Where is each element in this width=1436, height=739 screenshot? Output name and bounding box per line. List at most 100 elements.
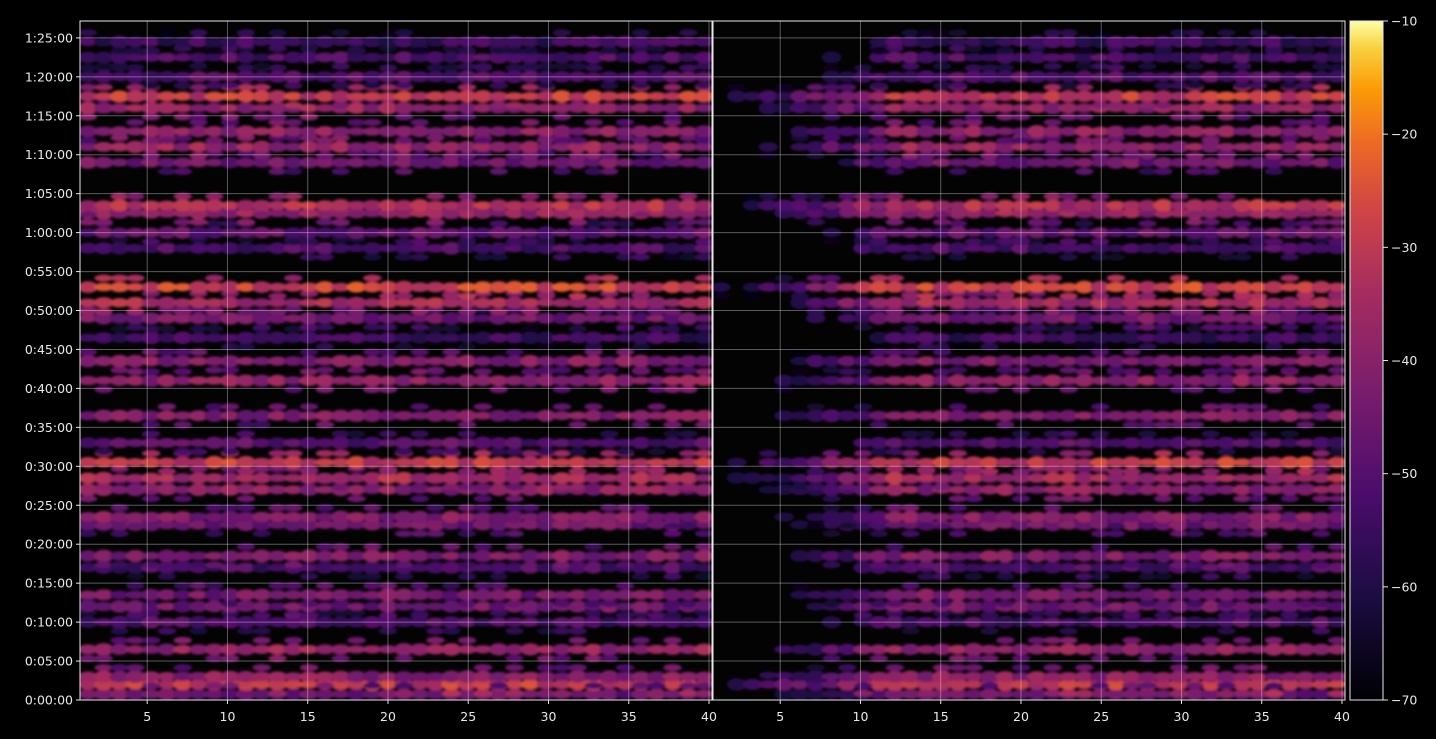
heatmap-cell bbox=[917, 210, 936, 218]
heatmap-cell bbox=[1011, 589, 1031, 601]
heatmap-cell bbox=[995, 671, 1016, 683]
heatmap-cell bbox=[1169, 331, 1189, 345]
heatmap-cell bbox=[583, 297, 604, 309]
heatmap-cell bbox=[758, 485, 779, 494]
heatmap-cell bbox=[442, 113, 461, 121]
heatmap-cell bbox=[790, 473, 810, 483]
heatmap-cell bbox=[1280, 308, 1299, 316]
heatmap-cell bbox=[251, 356, 272, 366]
heatmap-cell bbox=[347, 495, 366, 503]
heatmap-cell bbox=[552, 136, 572, 144]
heatmap-cell bbox=[220, 483, 240, 496]
heatmap-cell bbox=[631, 281, 651, 293]
heatmap-cell bbox=[157, 332, 177, 343]
heatmap-cell bbox=[1058, 142, 1079, 152]
heatmap-cell bbox=[583, 35, 604, 48]
heatmap-cell bbox=[236, 90, 256, 103]
heatmap-cell bbox=[315, 52, 335, 63]
heatmap-cell bbox=[220, 682, 240, 690]
heatmap-cell bbox=[1043, 118, 1062, 126]
heatmap-cell bbox=[662, 51, 683, 64]
heatmap-cell bbox=[536, 618, 556, 627]
heatmap-cell bbox=[80, 71, 98, 83]
heatmap-cell bbox=[583, 510, 604, 524]
heatmap-cell bbox=[488, 643, 509, 656]
heatmap-cell bbox=[615, 374, 635, 387]
heatmap-cell bbox=[1296, 543, 1315, 551]
heatmap-cell bbox=[457, 152, 477, 160]
heatmap-cell bbox=[251, 243, 272, 253]
heatmap-cell bbox=[141, 551, 161, 561]
heatmap-cell bbox=[172, 616, 193, 628]
heatmap-cell bbox=[662, 689, 683, 699]
heatmap-cell bbox=[426, 192, 445, 200]
heatmap-cell bbox=[220, 670, 240, 683]
heatmap-cell bbox=[885, 274, 904, 282]
heatmap-cell bbox=[568, 448, 587, 456]
heatmap-cell bbox=[299, 589, 319, 601]
heatmap-cell bbox=[1090, 510, 1110, 524]
heatmap-cell bbox=[93, 409, 114, 422]
heatmap-cell bbox=[283, 602, 304, 611]
heatmap-cell bbox=[188, 615, 209, 629]
heatmap-cell bbox=[884, 243, 905, 254]
heatmap-cell bbox=[1154, 101, 1173, 109]
heatmap-cell bbox=[916, 90, 937, 103]
heatmap-cell bbox=[1137, 52, 1158, 63]
heatmap-cell bbox=[1216, 518, 1237, 531]
heatmap-cell bbox=[1279, 206, 1300, 220]
heatmap-cell bbox=[694, 375, 712, 386]
heatmap-cell bbox=[521, 83, 540, 91]
heatmap-cell bbox=[599, 91, 620, 102]
heatmap-cell bbox=[473, 519, 493, 531]
heatmap-cell bbox=[1122, 467, 1141, 475]
heatmap-cell bbox=[1233, 636, 1252, 644]
heatmap-cell bbox=[679, 64, 698, 72]
heatmap-cell bbox=[283, 207, 304, 219]
heatmap-cell bbox=[125, 90, 146, 103]
heatmap-cell bbox=[948, 201, 968, 210]
heatmap-cell bbox=[1279, 140, 1300, 154]
heatmap-cell bbox=[600, 449, 619, 457]
heatmap-cell bbox=[157, 589, 177, 601]
heatmap-cell bbox=[1233, 82, 1252, 90]
heatmap-cell bbox=[1264, 227, 1284, 238]
heatmap-cell bbox=[662, 410, 683, 422]
heatmap-cell bbox=[662, 551, 683, 561]
heatmap-cell bbox=[1058, 312, 1079, 324]
heatmap-cell bbox=[505, 348, 524, 356]
heatmap-cell bbox=[1169, 311, 1189, 325]
heatmap-cell bbox=[885, 600, 904, 608]
heatmap-cell bbox=[1327, 590, 1345, 600]
heatmap-cell bbox=[790, 368, 810, 376]
heatmap-cell bbox=[599, 333, 620, 342]
heatmap-cell bbox=[1011, 430, 1031, 438]
heatmap-cell bbox=[583, 200, 604, 211]
heatmap-cell bbox=[126, 323, 145, 331]
heatmap-cell bbox=[1185, 308, 1205, 316]
heatmap-cell bbox=[1058, 71, 1079, 83]
heatmap-cell bbox=[1200, 127, 1221, 136]
heatmap-cell bbox=[948, 296, 968, 310]
heatmap-cell bbox=[141, 457, 161, 468]
heatmap-cell bbox=[1122, 483, 1141, 491]
heatmap-cell bbox=[457, 140, 477, 153]
heatmap-cell bbox=[584, 152, 603, 160]
heatmap-cell bbox=[80, 142, 98, 152]
heatmap-cell bbox=[916, 600, 937, 613]
heatmap-cell bbox=[110, 62, 129, 70]
heatmap-cell bbox=[442, 627, 461, 635]
heatmap-cell bbox=[1137, 410, 1158, 422]
heatmap-cell bbox=[631, 200, 651, 211]
heatmap-cell bbox=[1279, 331, 1300, 344]
x-tick-label: 10 bbox=[220, 709, 236, 724]
heatmap-cell bbox=[284, 118, 303, 126]
heatmap-cell bbox=[283, 227, 304, 238]
heatmap-cell bbox=[1280, 612, 1299, 619]
heatmap-cell bbox=[1011, 672, 1031, 681]
heatmap-cell bbox=[252, 421, 271, 429]
heatmap-cell bbox=[1280, 495, 1299, 503]
heatmap-cell bbox=[172, 36, 193, 47]
heatmap-cell bbox=[1137, 472, 1158, 484]
heatmap-cell bbox=[837, 511, 858, 523]
